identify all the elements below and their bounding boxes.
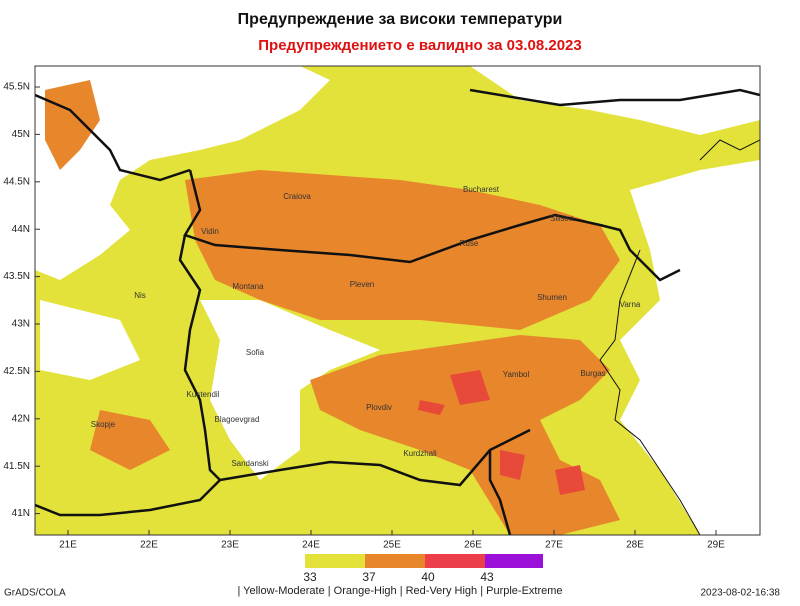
city-label: Blagoevgrad: [215, 415, 260, 424]
city-label: Ruse: [460, 239, 479, 248]
city-label: Pleven: [350, 280, 374, 289]
legend-threshold: 37: [362, 570, 376, 584]
orange-zone: [90, 410, 170, 470]
lat-label: 41.5N: [3, 461, 30, 472]
timestamp: 2023-08-02-16:38: [700, 588, 780, 599]
city-label: Sandanski: [231, 459, 269, 468]
lat-label: 45N: [12, 129, 30, 140]
borders: [35, 88, 760, 535]
cool-zone: [35, 66, 330, 280]
city-label: Craiova: [283, 192, 311, 201]
coastline: [599, 139, 760, 535]
cool-zone: [200, 300, 380, 480]
red-zone: [555, 465, 585, 495]
city-label: Yambol: [503, 370, 530, 379]
source: GrADS/COLA: [4, 588, 66, 599]
lat-label: 42.5N: [3, 366, 30, 377]
city-label: Kurdzhali: [403, 449, 437, 458]
lat-label: 45.5N: [3, 82, 30, 93]
legend-swatch: [305, 554, 365, 568]
city-label: Vidin: [201, 227, 219, 236]
city-label: Burgas: [580, 369, 605, 378]
orange-zone: [185, 170, 620, 330]
lat-label: 43N: [12, 319, 30, 330]
city-label: Sofia: [246, 348, 265, 357]
lon-label: 23E: [221, 540, 239, 551]
lat-label: 44.5N: [3, 176, 30, 187]
lon-label: 25E: [383, 540, 401, 551]
orange-zone: [45, 80, 100, 170]
lat-label: 43.5N: [3, 271, 30, 282]
lon-label: 27E: [545, 540, 563, 551]
legend-threshold: 33: [303, 570, 317, 584]
city-label: Kustendil: [187, 390, 220, 399]
sea: [620, 160, 760, 535]
legend: | Yellow-Moderate | Orange-High | Red-Ve…: [237, 554, 563, 597]
legend-swatch: [485, 554, 543, 568]
lon-label: 22E: [140, 540, 158, 551]
city-label: Nis: [134, 291, 146, 300]
city-label: Plovdiv: [366, 403, 392, 412]
legend-threshold: 43: [480, 570, 494, 584]
lat-label: 42N: [12, 413, 30, 424]
city-label: Bucharest: [463, 185, 500, 194]
city-label: Shumen: [537, 293, 567, 302]
city-label: Varna: [620, 300, 641, 309]
title: Предупреждение за високи температури: [238, 11, 563, 28]
lat-label: 41N: [12, 508, 30, 519]
legend-threshold: 40: [421, 570, 435, 584]
legend-caption: | Yellow-Moderate | Orange-High | Red-Ve…: [237, 585, 562, 597]
red-zone: [450, 370, 490, 405]
map-frame: [34, 65, 761, 536]
lon-label: 28E: [626, 540, 644, 551]
lon-label: 26E: [464, 540, 482, 551]
map-area: [34, 65, 761, 536]
lon-label: 24E: [302, 540, 320, 551]
subtitle: Предупреждението е валидно за 03.08.2023: [258, 37, 581, 54]
red-zone: [418, 400, 445, 415]
red-zone: [500, 450, 525, 480]
city-label: Silistra: [550, 214, 575, 223]
lon-label: 29E: [707, 540, 725, 551]
cool-zone: [40, 300, 140, 380]
lat-label: 44N: [12, 224, 30, 235]
city-label: Skopje: [91, 420, 116, 429]
legend-swatch: [425, 554, 485, 568]
orange-zone: [310, 335, 620, 535]
lon-label: 21E: [59, 540, 77, 551]
city-label: Montana: [232, 282, 264, 291]
legend-swatch: [365, 554, 425, 568]
